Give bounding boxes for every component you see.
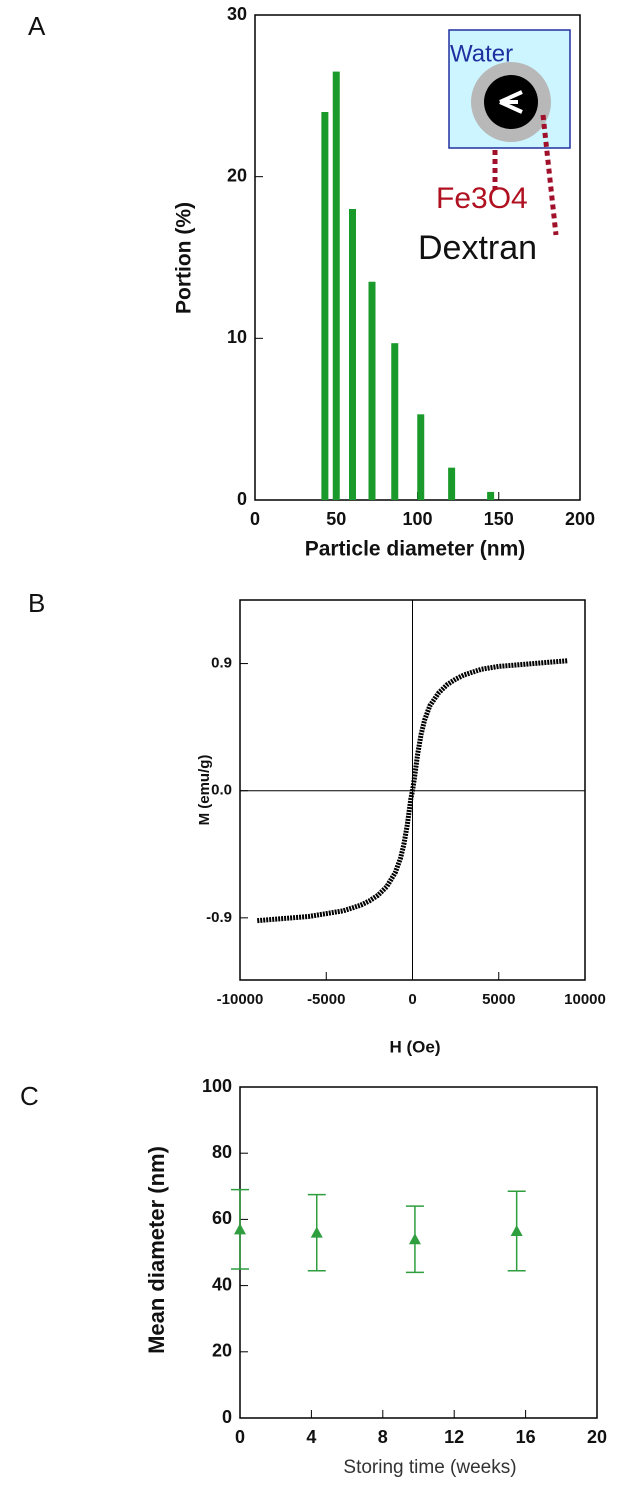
x-tick-label: 20 — [587, 1427, 607, 1447]
x-tick-label: 100 — [402, 509, 432, 529]
inset: Water Fe3O4 Dextran — [418, 29, 571, 267]
panel-label: B — [28, 588, 45, 618]
y-tick-label: -0.9 — [206, 909, 232, 926]
y-tick-label: 60 — [212, 1208, 232, 1228]
curve — [257, 658, 568, 924]
x-tick-label: 150 — [484, 509, 514, 529]
annotation: Fe3O4 — [436, 182, 528, 215]
y-tick-label: 0.9 — [211, 655, 232, 672]
panel-label: A — [28, 11, 46, 41]
pointer — [540, 114, 559, 236]
x-tick-label: 16 — [516, 1427, 536, 1447]
x-tick-label: 50 — [326, 509, 346, 529]
bar — [448, 467, 456, 500]
bar — [368, 281, 376, 500]
x-axis-label: Storing time (weeks) — [343, 1457, 516, 1478]
x-tick-label: 0 — [235, 1427, 245, 1447]
x-tick-label: -5000 — [307, 991, 345, 1008]
y-tick-label: 10 — [227, 327, 247, 347]
y-tick-label: 0.0 — [211, 782, 232, 799]
bar — [332, 71, 340, 500]
y-tick-label: 20 — [212, 1341, 232, 1361]
marker — [510, 1224, 523, 1236]
x-tick-label: 200 — [565, 509, 595, 529]
y-tick-label: 0 — [222, 1407, 232, 1427]
x-axis-label: Particle diameter (nm) — [305, 538, 526, 561]
y-tick-label: 80 — [212, 1142, 232, 1162]
x-tick-label: 0 — [408, 991, 416, 1008]
y-axis-label: Mean diameter (nm) — [144, 1146, 169, 1354]
x-axis-label: H (Oe) — [390, 1037, 441, 1056]
marker — [408, 1233, 421, 1245]
x-tick-label: 4 — [306, 1427, 316, 1447]
y-tick-label: 20 — [227, 165, 247, 185]
marker — [234, 1223, 246, 1235]
annotation: Water — [450, 40, 513, 67]
y-tick-label: 0 — [237, 489, 247, 509]
x-tick-label: 5000 — [482, 991, 515, 1008]
bar — [321, 112, 329, 500]
x-tick-label: -10000 — [217, 991, 264, 1008]
y-axis-label: Portion (%) — [173, 202, 196, 314]
x-tick-label: 12 — [444, 1427, 464, 1447]
x-tick-label: 10000 — [564, 991, 606, 1008]
bar — [487, 491, 495, 500]
y-axis-label: M (emu/g) — [196, 755, 213, 826]
bar — [349, 209, 356, 500]
marker — [310, 1226, 323, 1238]
annotation: Dextran — [418, 229, 537, 267]
bar — [417, 414, 425, 500]
y-tick-label: 40 — [212, 1274, 232, 1294]
x-tick-label: 0 — [250, 509, 260, 529]
bar — [391, 343, 399, 500]
y-tick-label: 100 — [202, 1076, 232, 1096]
panel-label: C — [20, 1081, 39, 1111]
arrow-icon — [499, 90, 523, 114]
y-tick-label: 30 — [227, 4, 247, 24]
x-tick-label: 8 — [378, 1427, 388, 1447]
plot-frame — [239, 1086, 598, 1419]
